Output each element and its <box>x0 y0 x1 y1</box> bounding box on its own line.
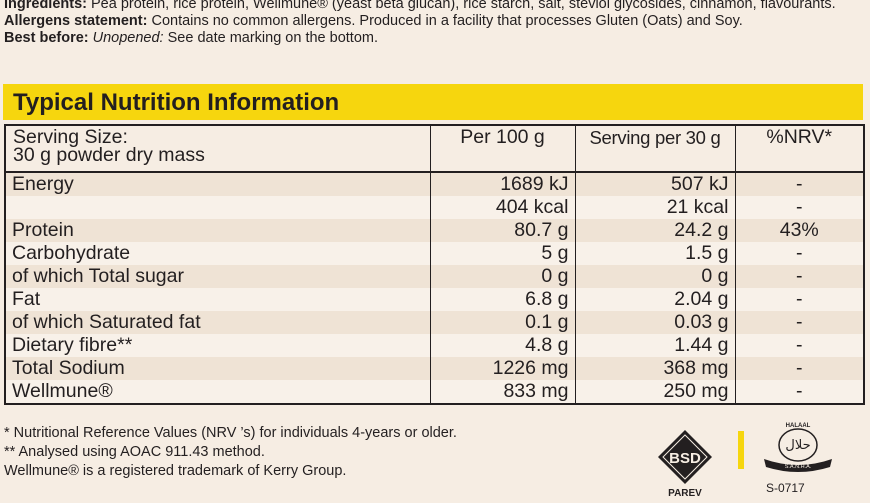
nutrient-name: of which Saturated fat <box>4 311 431 334</box>
perserv-value: 507 kJ <box>574 172 736 196</box>
nutrient-name: Carbohydrate <box>4 242 431 265</box>
nrv-value: - <box>734 172 865 196</box>
table-row: Fat 6.8 g 2.04 g- <box>4 288 865 311</box>
perserv-value: 21 kcal <box>574 196 736 219</box>
table-row: Energy 1689 kJ 507 kJ - <box>4 172 865 196</box>
halaal-arabic: حلال <box>785 438 810 453</box>
allergens-text: Contains no common allergens. Produced i… <box>147 13 743 29</box>
footnote-nrv: * Nutritional Reference Values (NRV ’s) … <box>4 425 457 441</box>
per100-value: 6.8 g <box>429 288 576 311</box>
table-header-row: Serving Size: 30 g powder dry mass Per 1… <box>4 125 865 173</box>
per100-value: 0 g <box>429 265 576 288</box>
per100-header: Per 100 g <box>429 125 576 173</box>
table-row: Carbohydrate 5 g 1.5 g- <box>4 242 865 265</box>
perserv-value: 250 mg <box>574 380 736 404</box>
table-row: Dietary fibre** 4.8 g 1.44 g- <box>4 334 865 357</box>
perserv-header: Serving per 30 g <box>574 125 736 173</box>
per100-value: 0.1 g <box>429 311 576 334</box>
ingredients-line: Ingredients: Pea protein, rice protein, … <box>4 0 866 13</box>
halaal-band-text: S.A.N.H.A. <box>785 464 812 470</box>
nrv-value: - <box>734 265 865 288</box>
perserv-value: 2.04 g <box>574 288 736 311</box>
nutrient-name: Fat <box>4 288 431 311</box>
table-row: 404 kcal 21 kcal - <box>4 196 865 219</box>
per100-value: 4.8 g <box>429 334 576 357</box>
ingredients-label: Ingredients: <box>4 0 87 12</box>
perserv-value: 0.03 g <box>574 311 736 334</box>
per100-value: 5 g <box>429 242 576 265</box>
serving-size-line2: 30 g powder dry mass <box>13 144 205 166</box>
nutrient-name: Wellmune® <box>4 380 431 404</box>
bsd-text: BSD <box>669 450 701 467</box>
nutrient-name: Protein <box>4 219 431 242</box>
bsd-parev-logo: BSD PAREV <box>658 430 712 498</box>
best-before-line: Best before: Unopened: See date marking … <box>4 30 866 47</box>
nutrition-banner: Typical Nutrition Information <box>3 84 863 120</box>
nutrient-name: Total Sodium <box>4 357 431 380</box>
nrv-value: - <box>734 380 865 404</box>
perserv-value: 24.2 g <box>574 219 736 242</box>
perserv-value: 0 g <box>574 265 736 288</box>
nutrient-name: Energy <box>4 172 431 196</box>
best-before-label: Best before: <box>4 30 89 46</box>
nrv-value: - <box>734 311 865 334</box>
halaal-top-text: HALAAL <box>786 423 811 429</box>
product-info: Ingredients: Pea protein, rice protein, … <box>4 0 866 47</box>
nrv-value: - <box>734 334 865 357</box>
cert-code: S-0717 <box>766 481 805 495</box>
perserv-value: 1.5 g <box>574 242 736 265</box>
best-before-italic: Unopened: <box>88 30 164 46</box>
nutrition-table: Serving Size: 30 g powder dry mass Per 1… <box>4 124 865 405</box>
footnote-aoac: ** Analysed using AOAC 911.43 method. <box>4 444 265 460</box>
nrv-value: 43% <box>734 219 865 242</box>
allergens-line: Allergens statement: Contains no common … <box>4 13 866 30</box>
nrv-value: - <box>734 357 865 380</box>
nutrient-name: Dietary fibre** <box>4 334 431 357</box>
bsd-caption: PAREV <box>668 488 702 498</box>
allergens-label: Allergens statement: <box>4 13 148 29</box>
per100-value: 1689 kJ <box>429 172 576 196</box>
table-row: Total Sodium 1226 mg 368 mg - <box>4 357 865 380</box>
per100-value: 80.7 g <box>429 219 576 242</box>
per100-value: 1226 mg <box>429 357 576 380</box>
nutrient-name: of which Total sugar <box>4 265 431 288</box>
table-row: of which Saturated fat 0.1 g 0.03 g- <box>4 311 865 334</box>
footnote-trademark: Wellmune® is a registered trademark of K… <box>4 463 347 479</box>
table-row: Protein 80.7 g 24.2 g 43% <box>4 219 865 242</box>
nrv-value: - <box>734 288 865 311</box>
serving-size-header: Serving Size: 30 g powder dry mass <box>4 125 431 173</box>
table-row: Wellmune® 833 mg 250 mg - <box>4 380 865 404</box>
per100-value: 833 mg <box>429 380 576 404</box>
perserv-value: 368 mg <box>574 357 736 380</box>
nrv-header: %NRV* <box>734 125 865 173</box>
nrv-value: - <box>734 196 865 219</box>
nrv-value: - <box>734 242 865 265</box>
nutrition-title: Typical Nutrition Information <box>13 89 340 116</box>
serving-size-line1: Serving Size: <box>13 126 128 148</box>
yellow-divider <box>738 431 744 469</box>
best-before-text: See date marking on the bottom. <box>163 30 378 46</box>
per100-value: 404 kcal <box>429 196 576 219</box>
ingredients-text: Pea protein, rice protein, Wellmune® (ye… <box>86 0 836 12</box>
perserv-value: 1.44 g <box>574 334 736 357</box>
nutrient-name <box>4 196 431 219</box>
footnotes: * Nutritional Reference Values (NRV ’s) … <box>4 424 457 481</box>
halaal-logo: HALAAL حلال S.A.N.H.A. <box>764 423 832 472</box>
certification-logos: BSD PAREV HALAAL حلال S.A.N.H.A. S-0717 <box>650 423 866 498</box>
